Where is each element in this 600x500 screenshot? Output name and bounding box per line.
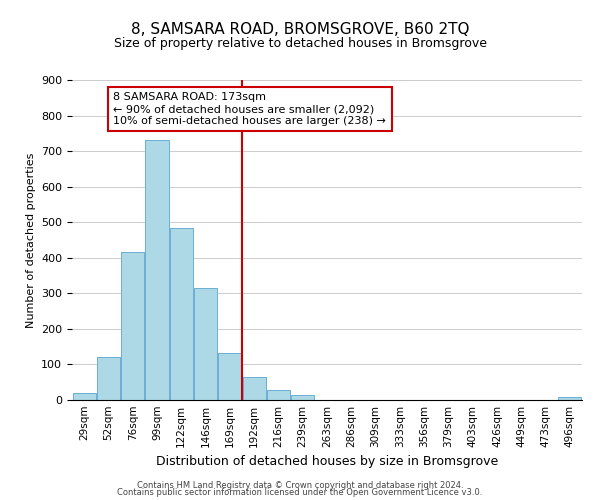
Text: Contains public sector information licensed under the Open Government Licence v3: Contains public sector information licen… (118, 488, 482, 497)
X-axis label: Distribution of detached houses by size in Bromsgrove: Distribution of detached houses by size … (156, 456, 498, 468)
Bar (170, 228, 193, 400)
Bar (145, 140, 169, 400)
Bar (73, 393, 95, 400)
Y-axis label: Number of detached properties: Number of detached properties (26, 152, 35, 328)
Text: 8 SAMSARA ROAD: 173sqm
← 90% of detached houses are smaller (2,092)
10% of semi-: 8 SAMSARA ROAD: 173sqm ← 90% of detached… (113, 92, 386, 126)
Text: Size of property relative to detached houses in Bromsgrove: Size of property relative to detached ho… (113, 38, 487, 51)
Bar (121, 252, 144, 400)
Bar (194, 288, 217, 400)
Text: Contains HM Land Registry data © Crown copyright and database right 2024.: Contains HM Land Registry data © Crown c… (137, 480, 463, 490)
Text: 8, SAMSARA ROAD, BROMSGROVE, B60 2TQ: 8, SAMSARA ROAD, BROMSGROVE, B60 2TQ (131, 22, 469, 38)
Bar (218, 352, 241, 400)
Bar (242, 377, 266, 400)
Bar (291, 396, 314, 400)
Bar (559, 397, 581, 400)
Bar (97, 358, 120, 400)
Bar (267, 390, 290, 400)
